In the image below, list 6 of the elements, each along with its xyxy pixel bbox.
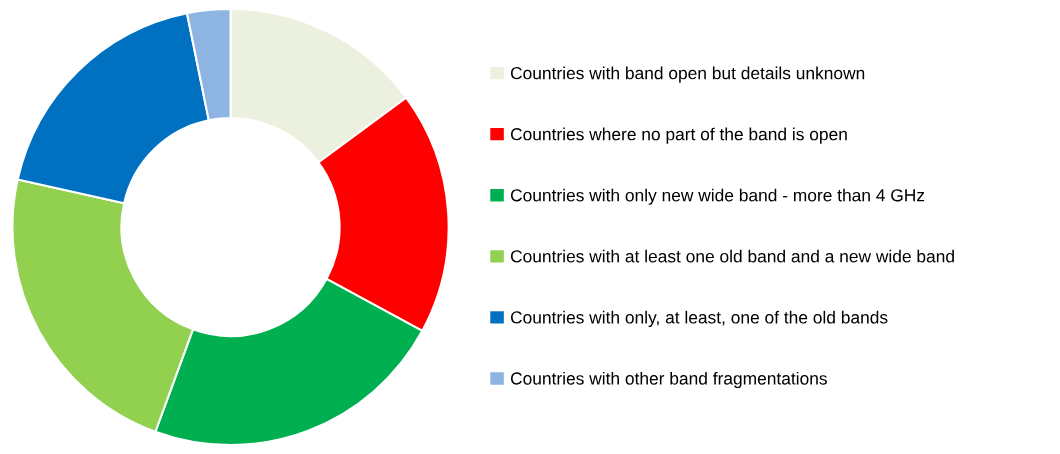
legend-label: Countries with band open but details unknown — [510, 66, 865, 83]
legend-label: Countries where no part of the band is open — [510, 127, 847, 144]
legend-label: Countries with at least one old band and a new wide band — [510, 249, 954, 263]
legend-label: Countries with only, at least, one of the old bands — [510, 310, 888, 327]
legend-label: Countries with only new wide band - more than 4 GHz — [510, 188, 925, 205]
legend-label: Countries with other band fragmentations — [510, 371, 827, 389]
